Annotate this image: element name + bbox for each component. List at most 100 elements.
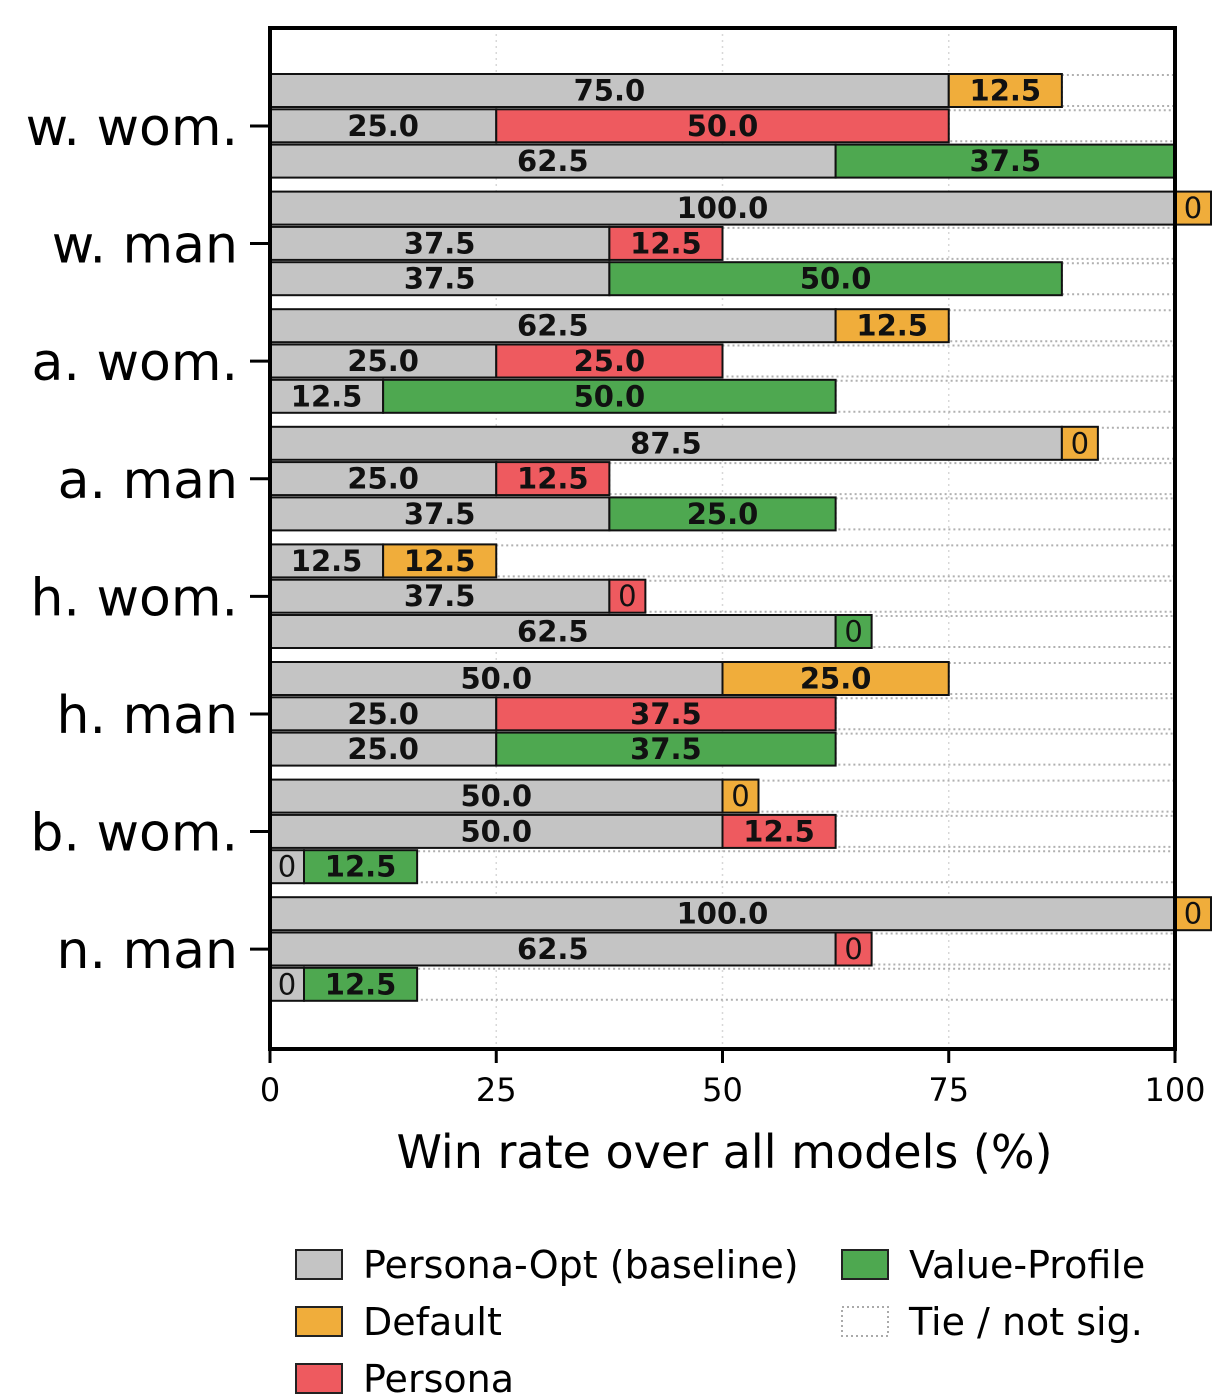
label-baseline-w-man-persona: 37.5	[404, 226, 476, 260]
label-baseline-h-wom-default: 12.5	[291, 544, 363, 578]
label-baseline-a-man-value-profile: 37.5	[404, 497, 476, 531]
y-tick-label-w-man: w. man	[52, 216, 238, 276]
label-value-profile-w-man: 50.0	[800, 262, 872, 296]
bar-baseline-w-man-persona	[269, 225, 611, 261]
label-persona-b-wom: 12.5	[743, 814, 815, 848]
x-tick-label-25: 25	[476, 1071, 517, 1109]
label-persona-a-wom: 25.0	[574, 344, 646, 378]
label-baseline-n-man-value-profile: 0	[278, 967, 296, 1001]
bar-value-profile-h-man	[495, 731, 837, 767]
bar-default-w-wom	[947, 73, 1063, 108]
bar-value-profile-b-wom	[303, 849, 419, 885]
label-baseline-w-man-value-profile: 37.5	[404, 262, 476, 296]
label-value-profile-n-man: 12.5	[325, 967, 397, 1001]
bar-value-profile-w-wom	[834, 143, 1176, 179]
label-default-w-man: 0	[1184, 191, 1202, 225]
label-baseline-a-man-default: 87.5	[630, 426, 702, 460]
bar-baseline-w-man-value-profile	[269, 261, 611, 297]
label-persona-w-wom: 50.0	[687, 109, 759, 143]
bar-baseline-h-man-value-profile	[269, 731, 498, 767]
label-default-n-man: 0	[1184, 897, 1202, 931]
label-value-profile-a-man: 25.0	[687, 497, 759, 531]
label-value-profile-h-wom: 0	[844, 615, 862, 649]
y-tick-label-n-man: n. man	[57, 921, 239, 981]
label-baseline-h-wom-value-profile: 62.5	[517, 615, 589, 649]
bar-default-b-wom	[721, 778, 760, 814]
label-baseline-h-man-value-profile: 25.0	[347, 732, 419, 766]
bar-persona-w-wom	[495, 108, 950, 144]
bar-value-profile-a-wom	[382, 378, 837, 414]
legend-label-persona-opt-baseline: Persona-Opt (baseline)	[363, 1243, 799, 1287]
y-tick-label-a-wom: a. wom.	[32, 333, 238, 393]
label-baseline-h-wom-persona: 37.5	[404, 579, 476, 613]
label-value-profile-h-man: 37.5	[630, 732, 702, 766]
bar-persona-n-man	[834, 931, 873, 967]
bar-baseline-h-man-default	[269, 661, 724, 696]
label-baseline-a-wom-persona: 25.0	[347, 344, 419, 378]
tie-segment-a-man-default	[1060, 426, 1176, 460]
x-tick-label-100: 100	[1144, 1071, 1205, 1109]
bar-persona-a-wom	[495, 343, 724, 379]
bar-default-h-wom	[382, 543, 498, 579]
label-baseline-a-man-persona: 25.0	[347, 462, 419, 496]
bar-baseline-n-man-value-profile	[269, 966, 305, 1002]
label-default-w-wom: 12.5	[970, 74, 1042, 108]
x-tick-label-50: 50	[702, 1071, 743, 1109]
bar-persona-a-man	[495, 461, 611, 497]
bar-persona-h-man	[495, 696, 837, 732]
label-persona-h-man: 37.5	[630, 697, 702, 731]
bar-persona-h-wom	[608, 578, 647, 614]
y-axis: w. wom. w. man a. wom. a. man h. wom. h. man b…	[26, 98, 270, 981]
bar-baseline-w-wom-persona	[269, 108, 498, 144]
legend-swatch-persona-opt-baseline	[295, 1249, 343, 1280]
label-baseline-h-man-default: 50.0	[460, 662, 532, 696]
legend-swatch-persona	[295, 1363, 343, 1394]
bar-value-profile-w-man	[608, 261, 1063, 297]
label-baseline-w-wom-value-profile: 62.5	[517, 144, 589, 178]
label-value-profile-b-wom: 12.5	[325, 850, 397, 884]
bar-baseline-a-wom-value-profile	[269, 378, 385, 414]
legend-label-persona: Persona	[363, 1357, 514, 1400]
label-default-b-wom: 0	[731, 779, 749, 813]
label-default-a-man: 0	[1071, 426, 1089, 460]
bar-baseline-b-wom-persona	[269, 813, 724, 849]
label-baseline-w-wom-persona: 25.0	[347, 109, 419, 143]
y-tick-label-h-wom: h. wom.	[30, 568, 238, 628]
label-default-h-wom: 12.5	[404, 544, 476, 578]
legend-swatch-value-profile	[841, 1249, 889, 1280]
tie-segment-w-man-value-profile	[1060, 262, 1176, 296]
legend-swatch-default	[295, 1306, 343, 1337]
label-baseline-b-wom-value-profile: 0	[278, 850, 296, 884]
label-baseline-a-wom-default: 62.5	[517, 309, 589, 343]
tie-segment-w-wom-default	[1060, 74, 1176, 107]
y-tick-label-h-man: h. man	[57, 686, 239, 746]
x-tick-label-75: 75	[928, 1071, 969, 1109]
label-value-profile-w-wom: 37.5	[970, 144, 1042, 178]
label-baseline-a-wom-value-profile: 12.5	[291, 379, 363, 413]
bar-value-profile-n-man	[303, 966, 419, 1002]
bar-default-h-man	[721, 661, 950, 696]
label-baseline-w-man-default: 100.0	[677, 191, 769, 225]
bar-persona-w-man	[608, 225, 724, 261]
label-baseline-b-wom-default: 50.0	[460, 779, 532, 813]
y-tick-label-a-man: a. man	[58, 451, 238, 511]
bar-baseline-n-man-persona	[269, 931, 837, 967]
label-baseline-n-man-default: 100.0	[677, 897, 769, 931]
bar-value-profile-a-man	[608, 496, 837, 532]
label-baseline-n-man-persona: 62.5	[517, 932, 589, 966]
x-axis: 0 25 50 75 100 Win rate over all models (%)	[260, 1049, 1206, 1179]
bar-persona-b-wom	[721, 813, 837, 849]
label-persona-w-man: 12.5	[630, 226, 702, 260]
x-tick-label-0: 0	[260, 1071, 280, 1109]
label-persona-h-wom: 0	[618, 579, 636, 613]
label-value-profile-a-wom: 50.0	[574, 379, 646, 413]
bar-default-a-man	[1060, 425, 1099, 461]
legend-label-default: Default	[363, 1300, 502, 1344]
label-baseline-b-wom-persona: 50.0	[460, 814, 532, 848]
x-axis-title: Win rate over all models (%)	[396, 1125, 1052, 1179]
label-persona-a-man: 12.5	[517, 462, 589, 496]
label-baseline-h-man-persona: 25.0	[347, 697, 419, 731]
legend-label-tie-not-sig: Tie / not sig.	[908, 1300, 1143, 1344]
